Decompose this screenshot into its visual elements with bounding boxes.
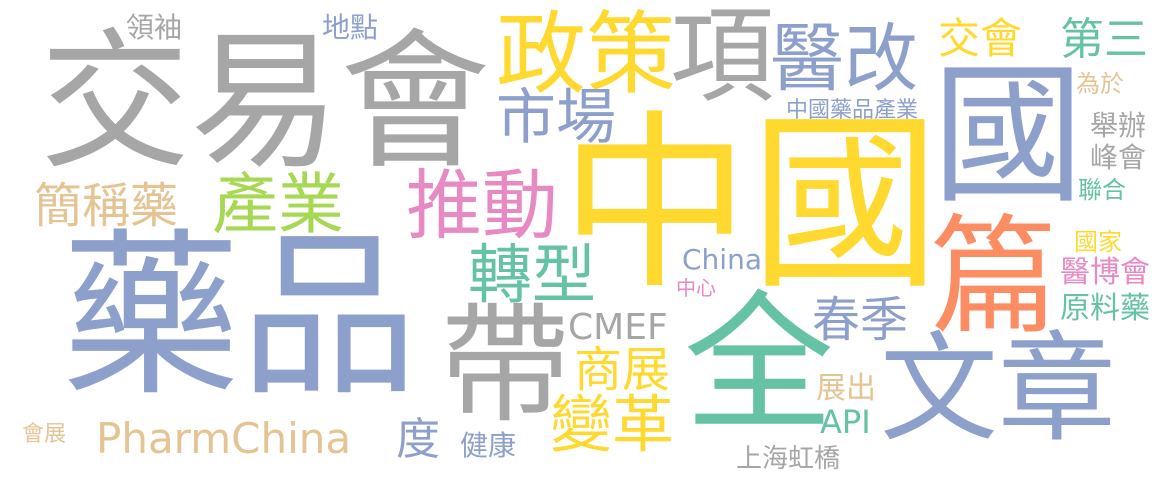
word-cmef: CMEF [568, 307, 668, 348]
word-jiaohui: 交會 [938, 14, 1023, 63]
word-didian: 地點 [322, 11, 379, 44]
word-zhongguoyaopinchanye: 中國藥品產業 [786, 98, 919, 123]
word-yibohui: 醫博會 [1060, 255, 1150, 290]
word-guo: 國 [932, 47, 1084, 224]
word-shangzhan: 商展 [574, 342, 671, 398]
word-disan: 第三 [1060, 14, 1148, 65]
word-china: China [682, 243, 762, 276]
word-tuidong: 推動 [406, 161, 558, 250]
word-zhengce: 政策 [496, 2, 676, 107]
word-lingxiu: 領袖 [126, 11, 183, 44]
word-du: 度 [396, 414, 440, 465]
word-dai: 帶 [440, 289, 571, 441]
word-huizhan: 會展 [22, 422, 67, 447]
word-yigai: 醫改 [770, 16, 918, 102]
word-jianchengyao: 簡稱藥 [34, 178, 179, 234]
word-wenzhang: 文章 [880, 320, 1117, 458]
word-yuanliaoyao: 原料藥 [1060, 291, 1150, 326]
word-shichang: 市場 [496, 83, 616, 153]
word-chanye: 產業 [212, 166, 344, 243]
word-jiaoyihui: 交易會 [40, 16, 491, 190]
word-zhongguo: 中國 [560, 94, 941, 315]
word-shanghaihongqiao: 上海虹橋 [736, 444, 841, 474]
word-guojia: 國家 [1074, 228, 1122, 256]
word-pharmchina: PharmChina [96, 414, 352, 463]
word-weiyu: 為於 [1076, 70, 1124, 98]
word-zhanchu: 展出 [816, 371, 876, 406]
word-zhuanxing: 轉型 [468, 239, 596, 313]
word-fenghui: 峰會 [1090, 141, 1147, 174]
word-quan: 全 [684, 278, 835, 452]
word-lianhe: 聯合 [1078, 176, 1126, 204]
word-chunji: 春季 [812, 292, 909, 348]
word-jiankang: 健康 [460, 429, 517, 462]
word-biange: 變革 [550, 388, 675, 461]
word-pian: 篇 [930, 203, 1059, 352]
word-yaopin: 藥品 [62, 213, 418, 420]
word-xiang: 項 [670, 0, 775, 117]
word-zhongxin: 中心 [676, 276, 716, 300]
word-api: API [820, 403, 871, 441]
word-jubian: 舉辦 [1090, 109, 1147, 142]
